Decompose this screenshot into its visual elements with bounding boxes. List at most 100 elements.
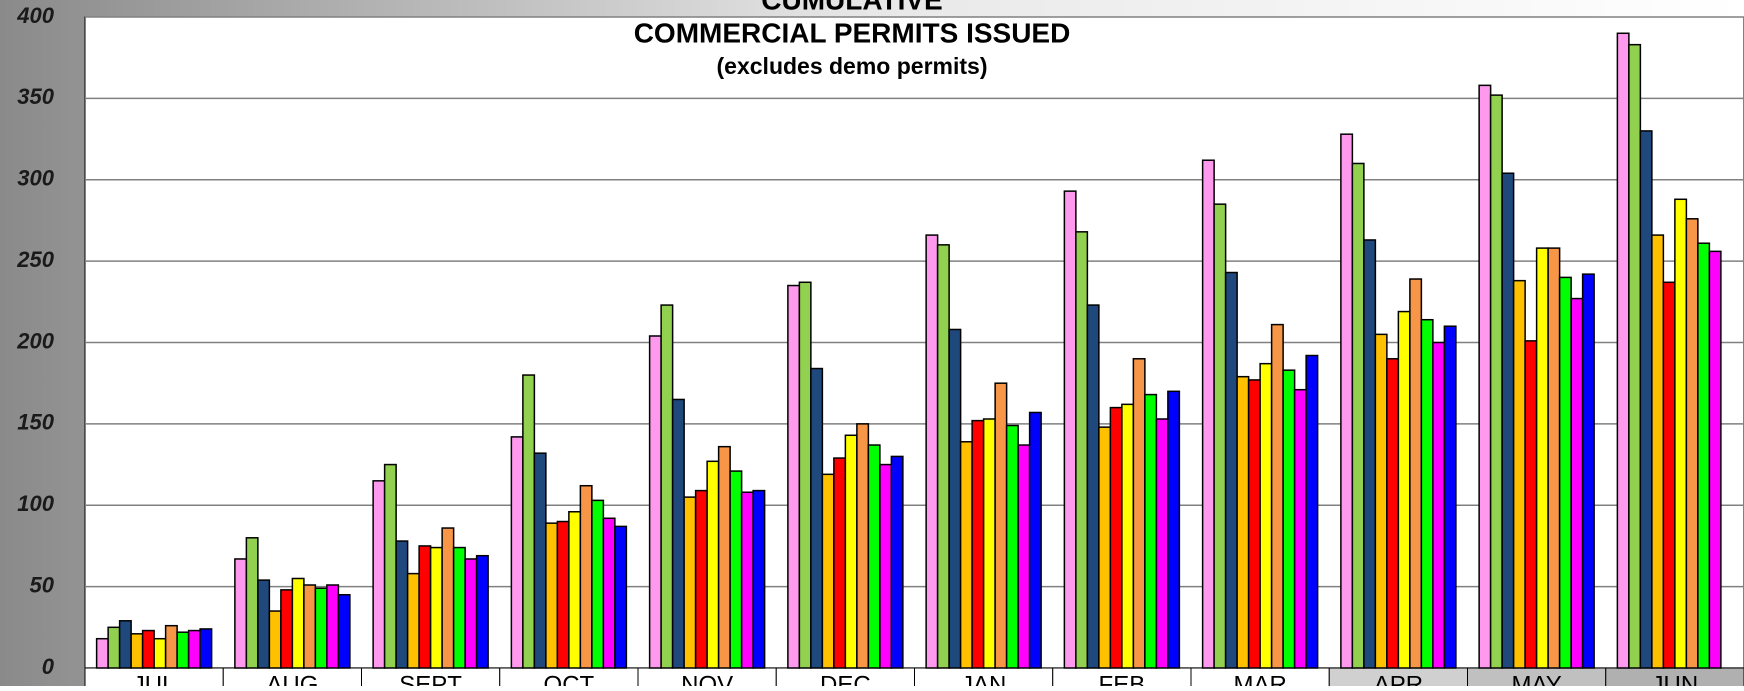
bar [429, 546, 443, 669]
bar [867, 444, 881, 669]
bar [660, 304, 674, 669]
bar [475, 554, 489, 669]
x-tick-label: SEPT [399, 671, 462, 686]
bar [1224, 271, 1238, 669]
x-tick-label: APR [1374, 671, 1423, 686]
bar [1167, 390, 1181, 669]
bar [925, 234, 939, 669]
bar [729, 470, 743, 669]
bar [959, 441, 973, 669]
bar [1282, 369, 1296, 669]
bar [1674, 198, 1688, 669]
y-tick-label: 100 [17, 491, 54, 516]
y-tick-label: 350 [17, 84, 54, 109]
bar [833, 457, 847, 669]
bar [1017, 444, 1031, 669]
bar [1616, 32, 1630, 669]
y-tick-label: 300 [17, 166, 54, 191]
chart-subtitle: (excludes demo permits) [717, 53, 988, 79]
bar [533, 452, 547, 669]
bar [1535, 247, 1549, 669]
bar [982, 418, 996, 669]
bar [1708, 250, 1722, 669]
bar [1409, 278, 1423, 669]
bar [1512, 279, 1526, 669]
x-tick-label: MAR [1233, 671, 1286, 686]
x-tick-label: JUN [1652, 671, 1699, 686]
bar [234, 558, 248, 669]
bar [280, 589, 294, 669]
bar [1547, 247, 1561, 669]
bar [844, 434, 858, 669]
bar [1420, 318, 1434, 669]
y-tick-label: 50 [30, 572, 55, 597]
bar [245, 537, 259, 669]
bar [1201, 159, 1215, 669]
bar [1144, 393, 1158, 669]
bar [510, 436, 524, 669]
bar [326, 584, 340, 669]
bar [683, 496, 697, 669]
bar [418, 545, 432, 669]
bar [1397, 310, 1411, 669]
bar [257, 579, 271, 669]
bar [717, 445, 731, 669]
bar [441, 527, 455, 669]
bar [464, 558, 478, 669]
x-tick-label: JAN [961, 671, 1006, 686]
bar [648, 335, 662, 669]
bar [303, 584, 317, 669]
bar [706, 460, 720, 669]
bar [372, 480, 386, 669]
chart-title: COMMERCIAL PERMITS ISSUED [634, 17, 1071, 48]
bar [1363, 239, 1377, 669]
y-tick-label: 150 [17, 410, 54, 435]
bar [199, 628, 213, 669]
bar [1109, 406, 1123, 669]
bar [752, 489, 766, 669]
bar [821, 473, 835, 669]
bar [452, 546, 466, 669]
bar [810, 367, 824, 669]
bar [568, 511, 582, 669]
bar [890, 455, 904, 669]
bar [1075, 231, 1089, 669]
bar [1155, 418, 1169, 669]
bar [107, 626, 121, 669]
bar [176, 631, 190, 669]
bar [556, 520, 570, 669]
bar [141, 629, 155, 669]
bar [798, 281, 812, 669]
bar [1247, 379, 1261, 669]
bar [1662, 281, 1676, 669]
x-tick-label: JUL [133, 671, 176, 686]
bar [1270, 323, 1284, 669]
bar [936, 244, 950, 669]
bar [1374, 333, 1388, 669]
bar [1524, 340, 1538, 669]
bar [1028, 411, 1042, 669]
x-tick-label: MAY [1512, 671, 1562, 686]
bar [545, 522, 559, 669]
bar [1236, 375, 1250, 669]
bar [1581, 273, 1595, 669]
bar [1386, 358, 1400, 669]
y-tick-label: 200 [16, 328, 54, 353]
bar [591, 499, 605, 669]
bar [1005, 424, 1019, 669]
bar [1340, 133, 1354, 669]
bar [1293, 388, 1307, 669]
bar [314, 587, 328, 669]
bar [1121, 403, 1135, 669]
bar [1432, 341, 1446, 669]
bar [948, 328, 962, 669]
bar [1697, 242, 1711, 669]
bar [395, 540, 409, 669]
bar [1443, 325, 1457, 669]
x-tick-label: AUG [266, 671, 318, 686]
bar [1478, 84, 1492, 669]
bar [787, 284, 801, 669]
bar [671, 398, 685, 669]
bar [579, 484, 593, 669]
bar [971, 419, 985, 669]
